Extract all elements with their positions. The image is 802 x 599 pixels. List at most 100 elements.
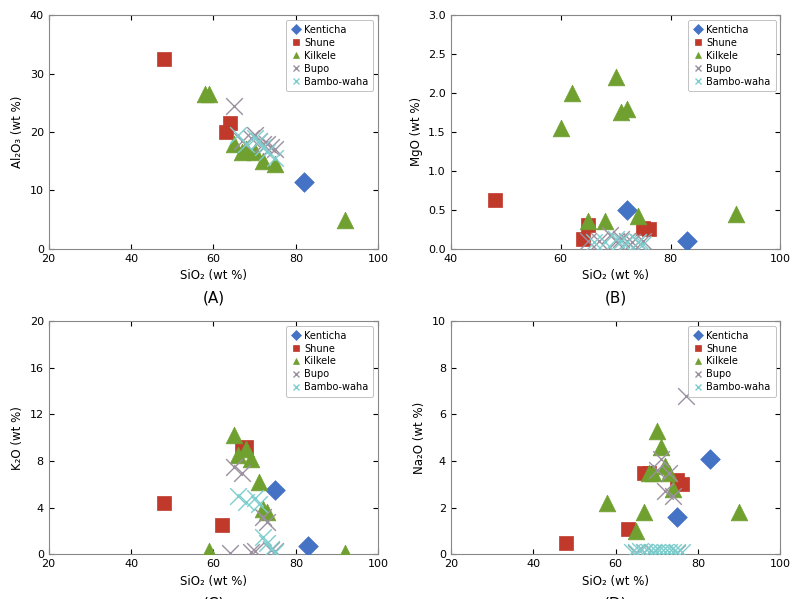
Point [671,475,684,485]
Point [630,527,642,536]
Point [232,130,245,140]
Point [654,547,667,557]
Text: (B): (B) [605,291,626,305]
Point [601,498,614,508]
Point [630,549,642,558]
X-axis label: SiO₂ (wt %): SiO₂ (wt %) [582,575,649,588]
Point [587,237,600,247]
Point [224,549,237,558]
Point [646,468,659,477]
Point [302,541,314,551]
Point [253,477,265,487]
Text: (D): (D) [604,597,627,599]
Y-axis label: Na₂O (wt %): Na₂O (wt %) [413,401,427,474]
Point [630,547,642,557]
Point [261,139,273,149]
Point [658,486,671,496]
Point [265,545,277,555]
Point [675,547,688,557]
Point [631,211,644,221]
Point [638,507,651,517]
Point [671,512,684,522]
Point [228,101,241,110]
Point [642,468,655,477]
Point [269,144,282,154]
Point [240,144,253,154]
Point [249,147,261,157]
Point [646,549,659,558]
Point [257,139,269,149]
Point [261,538,273,547]
Point [662,468,675,477]
Point [581,220,594,230]
X-axis label: SiO₂ (wt %): SiO₂ (wt %) [582,269,649,282]
Point [261,147,273,157]
Point [576,235,589,244]
Point [654,454,667,464]
Point [203,89,216,99]
Point [598,217,611,226]
Legend: Kenticha, Shune, Kilkele, Bupo, Bambo-waha: Kenticha, Shune, Kilkele, Bupo, Bambo-wa… [286,326,374,397]
Point [614,235,627,244]
Point [253,136,265,146]
Point [220,127,233,137]
Point [626,238,638,247]
Point [232,491,245,501]
Y-axis label: Al₂O₃ (wt %): Al₂O₃ (wt %) [11,96,24,168]
Point [265,142,277,152]
Point [638,547,651,557]
Point [679,391,692,400]
Point [642,225,655,234]
Point [650,426,663,435]
Point [614,236,627,246]
Point [638,547,651,557]
Point [671,549,684,558]
Point [269,485,282,495]
Point [620,236,633,246]
Point [634,546,646,556]
Point [631,238,644,247]
Point [215,521,228,530]
Point [730,210,743,219]
Point [228,462,241,471]
Point [269,159,282,169]
Point [339,549,352,558]
Point [158,54,171,63]
Point [658,547,671,557]
Point [638,468,651,477]
Point [228,139,241,149]
Point [620,238,633,247]
Point [240,139,253,149]
Point [650,465,663,475]
Legend: Kenticha, Shune, Kilkele, Bupo, Bambo-waha: Kenticha, Shune, Kilkele, Bupo, Bambo-wa… [688,326,776,397]
Point [244,547,257,557]
Point [675,480,688,489]
Point [203,546,216,556]
Point [244,454,257,464]
Point [269,153,282,163]
Point [565,88,578,98]
Point [298,177,310,186]
Point [610,72,622,82]
Point [666,491,679,501]
Point [704,454,717,464]
Point [666,547,679,557]
Point [581,217,594,226]
Point [224,119,237,128]
Point [257,504,269,514]
Point [236,136,249,146]
Point [257,532,269,541]
Point [249,130,261,140]
Point [614,108,627,117]
Legend: Kenticha, Shune, Kilkele, Bupo, Bambo-waha: Kenticha, Shune, Kilkele, Bupo, Bambo-wa… [286,20,374,92]
Point [598,238,611,247]
Point [658,461,671,470]
Point [610,235,622,244]
Point [240,444,253,454]
Point [620,205,633,214]
Point [232,450,245,460]
Point [662,547,675,557]
Point [244,133,257,143]
Text: (C): (C) [202,597,225,599]
Point [257,156,269,166]
